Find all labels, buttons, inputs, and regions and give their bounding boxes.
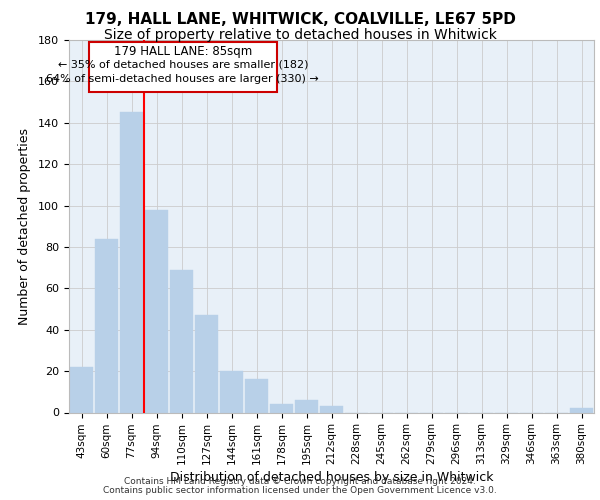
Text: 64% of semi-detached houses are larger (330) →: 64% of semi-detached houses are larger (… <box>46 74 319 84</box>
Bar <box>120 112 143 412</box>
Text: Contains HM Land Registry data © Crown copyright and database right 2024.: Contains HM Land Registry data © Crown c… <box>124 477 476 486</box>
Text: 179 HALL LANE: 85sqm: 179 HALL LANE: 85sqm <box>113 45 252 58</box>
Text: Size of property relative to detached houses in Whitwick: Size of property relative to detached ho… <box>104 28 496 42</box>
Bar <box>145 210 168 412</box>
Bar <box>295 400 318 412</box>
Bar <box>70 367 93 412</box>
Bar <box>170 270 193 412</box>
Y-axis label: Number of detached properties: Number of detached properties <box>18 128 31 325</box>
FancyBboxPatch shape <box>89 42 277 92</box>
Text: ← 35% of detached houses are smaller (182): ← 35% of detached houses are smaller (18… <box>58 60 308 70</box>
Bar <box>245 380 268 412</box>
Bar <box>320 406 343 412</box>
Bar <box>270 404 293 412</box>
Bar <box>570 408 593 412</box>
Bar <box>195 315 218 412</box>
Bar <box>220 371 243 412</box>
Text: 179, HALL LANE, WHITWICK, COALVILLE, LE67 5PD: 179, HALL LANE, WHITWICK, COALVILLE, LE6… <box>85 12 515 28</box>
X-axis label: Distribution of detached houses by size in Whitwick: Distribution of detached houses by size … <box>170 472 493 484</box>
Text: Contains public sector information licensed under the Open Government Licence v3: Contains public sector information licen… <box>103 486 497 495</box>
Bar <box>95 238 118 412</box>
